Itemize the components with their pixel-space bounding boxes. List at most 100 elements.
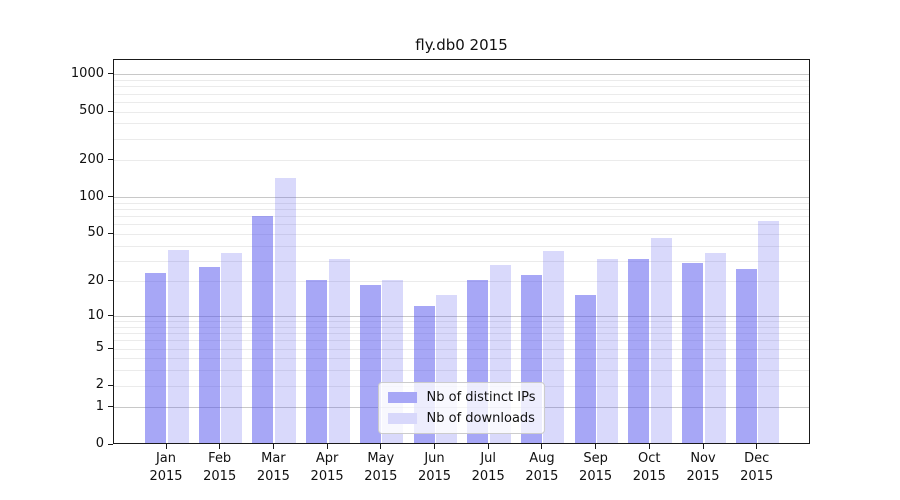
bar-downloads xyxy=(221,252,243,443)
x-tick-year: 2015 xyxy=(310,468,344,484)
x-axis-tick-label: Jun 2015 xyxy=(405,450,465,485)
legend-swatch-distinct-ips xyxy=(387,392,417,403)
bar-distinct-ips xyxy=(682,262,703,443)
x-axis-tick-label: Apr 2015 xyxy=(297,450,357,485)
y-axis-tick-mark xyxy=(108,347,113,349)
gridline-minor xyxy=(114,202,809,204)
plot-area: Nb of distinct IPs Nb of downloads xyxy=(113,59,810,444)
x-tick-year: 2015 xyxy=(364,468,398,484)
gridline-minor xyxy=(114,93,809,95)
x-tick-year: 2015 xyxy=(579,468,613,484)
y-axis-tick-mark xyxy=(108,232,113,234)
x-axis-tick-mark xyxy=(219,444,221,449)
gridline-minor xyxy=(114,80,809,82)
legend-item-downloads: Nb of downloads xyxy=(387,410,536,427)
x-tick-month: Oct xyxy=(638,451,661,466)
bar-downloads xyxy=(704,252,726,443)
x-tick-month: Aug xyxy=(529,451,555,466)
y-axis-tick-mark xyxy=(108,443,113,445)
x-tick-month: Jul xyxy=(480,451,497,466)
y-axis-tick-mark xyxy=(108,315,113,317)
x-axis-tick-mark xyxy=(380,444,382,449)
gridline-minor xyxy=(114,123,809,125)
gridline-minor xyxy=(114,86,809,88)
gridline-minor xyxy=(114,216,809,218)
y-axis-tick-mark xyxy=(108,406,113,408)
y-axis-tick-label: 20 xyxy=(87,272,104,288)
x-tick-month: Apr xyxy=(315,451,339,466)
x-axis-tick-mark xyxy=(326,444,328,449)
gridline-minor xyxy=(114,111,809,113)
gridline-minor xyxy=(114,340,809,342)
bar-distinct-ips xyxy=(306,279,328,443)
y-axis-tick-label: 10 xyxy=(87,307,104,323)
x-tick-month: Nov xyxy=(690,451,716,466)
x-tick-year: 2015 xyxy=(256,468,290,484)
x-tick-year: 2015 xyxy=(203,468,237,484)
x-axis-tick-mark xyxy=(702,444,704,449)
gridline-minor xyxy=(114,101,809,103)
gridline-minor xyxy=(114,281,809,283)
gridline-minor xyxy=(114,224,809,226)
x-axis-tick-label: Feb 2015 xyxy=(190,450,250,485)
x-tick-month: Jun xyxy=(424,451,445,466)
bar-downloads xyxy=(543,251,565,443)
y-axis-tick-label: 0 xyxy=(95,436,104,451)
gridline-major xyxy=(114,197,809,199)
x-tick-year: 2015 xyxy=(149,468,183,484)
bar-distinct-ips xyxy=(628,259,650,443)
bar-distinct-ips xyxy=(145,272,166,443)
bar-distinct-ips xyxy=(359,285,381,443)
y-axis-tick-label: 2 xyxy=(95,377,104,393)
gridline-minor xyxy=(114,138,809,140)
y-axis-tick-mark xyxy=(108,280,113,282)
x-tick-month: Mar xyxy=(261,451,286,466)
x-axis-tick-label: Nov 2015 xyxy=(673,450,733,485)
legend-item-distinct-ips: Nb of distinct IPs xyxy=(387,389,536,406)
x-axis-tick-mark xyxy=(595,444,597,449)
x-axis-tick-label: Dec 2015 xyxy=(727,450,787,485)
bar-downloads xyxy=(328,259,350,443)
bar-downloads xyxy=(650,237,672,443)
x-tick-month: Dec xyxy=(744,451,770,466)
legend-label-distinct-ips: Nb of distinct IPs xyxy=(426,390,536,405)
x-axis-tick-label: Oct 2015 xyxy=(619,450,679,485)
bar-downloads xyxy=(758,221,780,443)
x-tick-month: May xyxy=(367,451,395,466)
y-axis-tick-label: 5 xyxy=(95,340,104,356)
x-axis-tick-label: Sep 2015 xyxy=(566,450,626,485)
gridline-minor xyxy=(114,245,809,247)
bar-distinct-ips xyxy=(198,266,220,443)
bar-distinct-ips xyxy=(735,268,757,443)
x-axis-tick-label: Aug 2015 xyxy=(512,450,572,485)
x-tick-year: 2015 xyxy=(525,468,559,484)
legend: Nb of distinct IPs Nb of downloads xyxy=(377,382,546,434)
x-axis-tick-mark xyxy=(648,444,650,449)
x-axis-tick-label: May 2015 xyxy=(351,450,411,485)
y-axis-tick-mark xyxy=(108,73,113,75)
gridline-major xyxy=(114,316,809,318)
x-axis-tick-label: Jul 2015 xyxy=(458,450,518,485)
bar-distinct-ips xyxy=(574,294,596,443)
x-axis-tick-mark xyxy=(434,444,435,449)
gridline-major xyxy=(114,74,809,76)
legend-swatch-downloads xyxy=(387,413,417,424)
x-tick-year: 2015 xyxy=(632,468,666,484)
y-axis-tick-label: 50 xyxy=(87,225,104,241)
y-axis-tick-label: 100 xyxy=(79,188,104,204)
y-axis-tick-mark xyxy=(108,196,113,198)
y-axis-tick-mark xyxy=(108,384,113,386)
gridline-minor xyxy=(114,333,809,335)
x-tick-month: Sep xyxy=(583,451,608,466)
x-axis-tick-mark xyxy=(165,444,167,449)
x-tick-year: 2015 xyxy=(417,468,452,484)
y-axis-tick-label: 200 xyxy=(79,151,104,167)
x-tick-month: Jan xyxy=(155,451,177,466)
gridline-minor xyxy=(114,326,809,328)
legend-label-downloads: Nb of downloads xyxy=(426,411,535,426)
y-axis-tick-mark xyxy=(108,159,113,161)
x-axis-tick-label: Jan 2015 xyxy=(136,450,196,485)
bar-downloads xyxy=(274,177,296,443)
x-tick-year: 2015 xyxy=(686,468,720,484)
